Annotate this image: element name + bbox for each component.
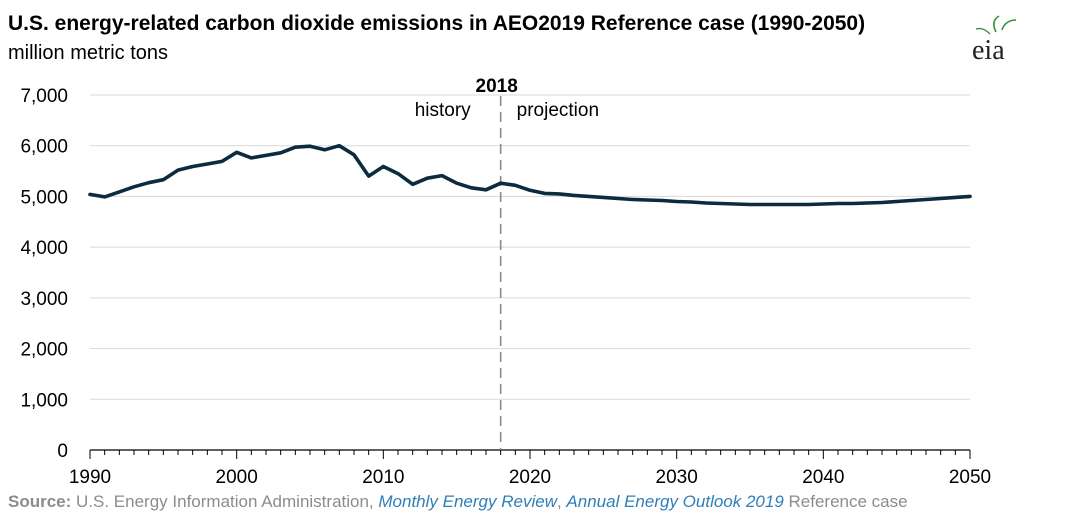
source-agency: U.S. Energy Information Administration, [71,492,379,511]
chart-title: U.S. energy-related carbon dioxide emiss… [8,12,866,35]
y-tick-label-5000: 5,000 [20,187,68,208]
source-link-aeo[interactable]: Annual Energy Outlook 2019 [566,492,784,511]
x-tick-label-2020: 2020 [509,467,551,488]
source-note: Source: U.S. Energy Information Administ… [8,492,908,512]
series-line-0 [88,143,972,207]
eia-logo: eia [972,15,1017,64]
x-tick-label-2010: 2010 [362,467,404,488]
x-tick-label-2030: 2030 [656,467,698,488]
projection-label: projection [517,100,599,121]
source-label: Source: [8,492,72,511]
x-tick-label-2000: 2000 [216,467,258,488]
y-tick-label-3000: 3,000 [20,289,68,310]
divider-year-label: 2018 [476,76,518,97]
svg-text:eia: eia [972,35,1005,64]
emissions-series [88,143,972,207]
x-tick-label-2040: 2040 [802,467,844,488]
x-axis-ticks: 1990 2000 2010 2020 2030 2040 2050 [69,449,991,488]
x-tick-label-2050: 2050 [949,467,991,488]
y-tick-label-1000: 1,000 [20,390,68,411]
history-label: history [415,100,471,121]
source-link-mer[interactable]: Monthly Energy Review [378,492,557,511]
y-tick-label-0: 0 [57,441,68,462]
y-tick-label-6000: 6,000 [20,137,68,158]
gridlines [90,94,970,400]
y-axis-ticks: 0 1,000 2,000 3,000 4,000 5,000 6,000 7,000 [20,86,68,462]
source-separator: , [556,492,567,511]
x-tick-label-1990: 1990 [69,467,111,488]
y-tick-label-7000: 7,000 [20,86,68,107]
y-tick-label-4000: 4,000 [20,238,68,259]
y-tick-label-2000: 2,000 [20,340,68,361]
source-suffix: Reference case [783,492,908,511]
y-axis-unit-label: million metric tons [8,42,169,64]
